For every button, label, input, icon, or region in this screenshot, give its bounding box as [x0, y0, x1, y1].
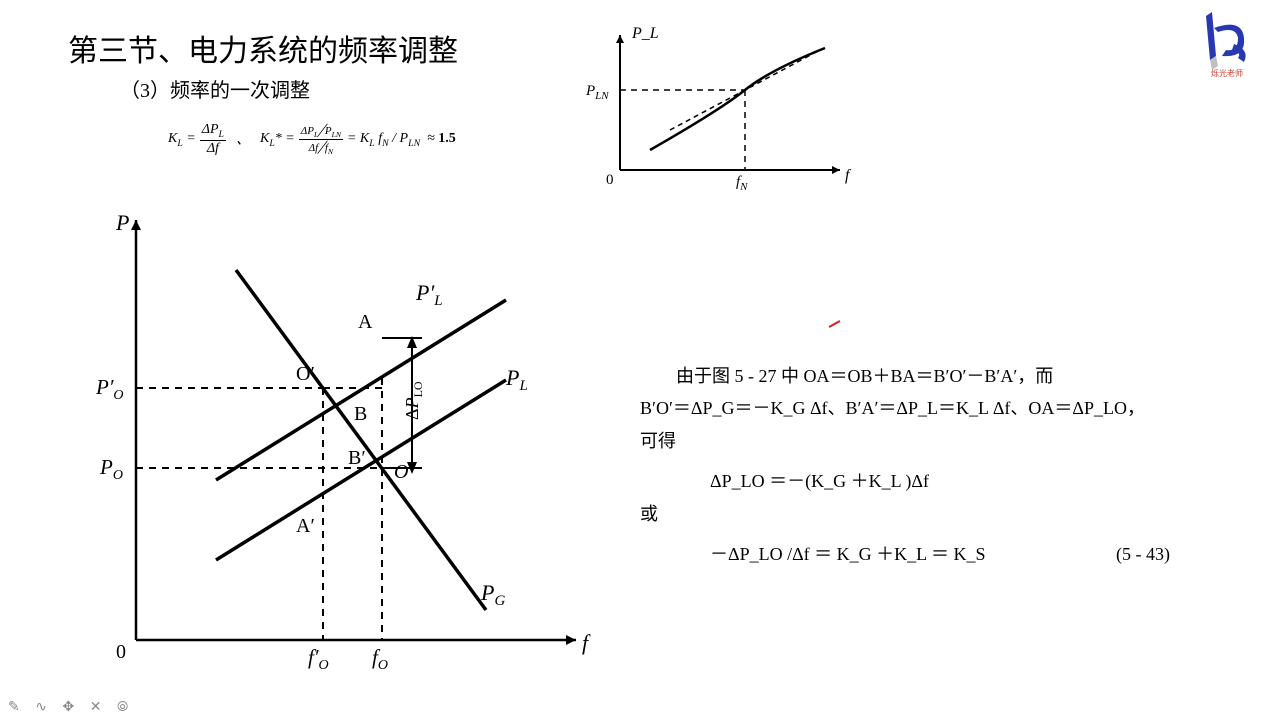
- svg-text:A′: A′: [296, 515, 315, 537]
- text-line-1: 由于图 5 - 27 中 OA＝OB＋BA＝B′O′－B′A′，而: [640, 360, 1200, 392]
- origin-label: 0: [116, 641, 126, 663]
- equation-2: －ΔP_LO /Δf ＝ K_G ＋K_L ＝ K_S (5 - 43): [640, 538, 1200, 570]
- main-freq-regulation-chart: P f 0 PG PL P′L P′O PO f′O fO A: [86, 210, 606, 680]
- y-axis-label: P: [115, 210, 129, 235]
- svg-text:A: A: [358, 311, 373, 333]
- x-tick-label: fN: [736, 174, 748, 190]
- svg-text:P′L: P′L: [415, 280, 443, 309]
- svg-text:O′: O′: [296, 363, 315, 385]
- origin-label: 0: [606, 172, 614, 188]
- text-line-3: 可得: [640, 425, 1200, 457]
- svg-text:PG: PG: [480, 580, 505, 609]
- svg-text:PO: PO: [99, 455, 123, 483]
- wave-icon[interactable]: ∿: [35, 700, 53, 715]
- svg-text:烁光老师: 烁光老师: [1211, 68, 1243, 78]
- annotation-mark: [828, 316, 842, 326]
- target-icon[interactable]: ⦾: [117, 700, 134, 715]
- page-title: 第三节、电力系统的频率调整: [68, 26, 458, 70]
- equation-1: ΔP_LO ＝－(K_G ＋K_L )Δf: [640, 465, 1200, 497]
- x-axis-label: f: [845, 167, 852, 184]
- svg-text:f′O: f′O: [308, 645, 329, 673]
- text-line-2: B′O′＝ΔP_G＝－K_G Δf、B′A′＝ΔP_L＝K_L Δf、OA＝ΔP…: [640, 392, 1200, 424]
- derivation-text: 由于图 5 - 27 中 OA＝OB＋BA＝B′O′－B′A′，而 B′O′＝Δ…: [640, 360, 1200, 570]
- formula-block: KL = ΔPLΔf 、 KL* = ΔPL╱PLN Δf╱fN = KL fN…: [168, 122, 456, 157]
- move-icon[interactable]: ✥: [62, 700, 80, 715]
- erase-icon[interactable]: ✕: [90, 700, 108, 715]
- y-tick-label: PLN: [585, 83, 609, 102]
- x-axis-label: f: [582, 630, 591, 655]
- svg-text:PL: PL: [505, 365, 528, 394]
- svg-text:B′: B′: [348, 447, 366, 469]
- svg-text:O: O: [394, 461, 408, 483]
- y-axis-label: P_L: [631, 25, 659, 42]
- pencil-icon[interactable]: ✎: [8, 700, 26, 715]
- drawing-toolbar[interactable]: ✎ ∿ ✥ ✕ ⦾: [8, 699, 134, 716]
- text-line-4: 或: [640, 498, 1200, 530]
- svg-text:ΔPLO: ΔPLO: [402, 381, 425, 420]
- small-load-freq-chart: P_L f 0 PLN fN: [580, 20, 860, 190]
- section-subtitle: （3）频率的一次调整: [120, 74, 310, 103]
- app-logo: 烁光老师: [1192, 8, 1262, 78]
- svg-text:P′O: P′O: [95, 375, 124, 403]
- svg-text:fO: fO: [372, 645, 388, 673]
- svg-text:B: B: [354, 403, 367, 425]
